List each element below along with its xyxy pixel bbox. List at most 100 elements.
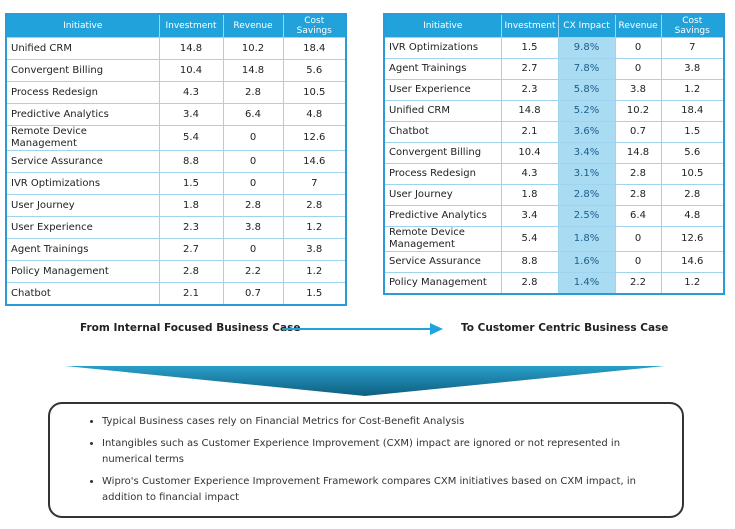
table-row: Service Assurance 8.8 1.6% 0 14.6 — [383, 251, 725, 273]
initiative-cell: Agent Trainings — [383, 58, 502, 80]
value-cell: 1.8 — [500, 184, 559, 206]
value-cell: 1.8% — [557, 226, 616, 252]
value-cell: 4.8 — [660, 205, 725, 227]
value-cell: 2.8 — [282, 194, 347, 217]
value-cell: 0 — [614, 37, 662, 59]
value-cell: 8.8 — [500, 251, 559, 273]
value-cell: 4.8 — [282, 103, 347, 126]
table-row: Service Assurance 8.8 0 14.6 — [5, 150, 347, 173]
value-cell: 2.1 — [158, 282, 224, 306]
value-cell: 5.4 — [158, 125, 224, 151]
value-cell: 4.3 — [158, 81, 224, 104]
value-cell: 2.7 — [158, 238, 224, 261]
initiative-cell: Predictive Analytics — [383, 205, 502, 227]
header-cell: CX Impact — [557, 13, 616, 38]
initiative-cell: Predictive Analytics — [5, 103, 160, 126]
header-cell: Investment — [158, 13, 224, 38]
value-cell: 6.4 — [222, 103, 284, 126]
table-row: Predictive Analytics 3.4 6.4 4.8 — [5, 103, 347, 126]
table-row: Agent Trainings 2.7 7.8% 0 3.8 — [383, 58, 725, 80]
table-row: Predictive Analytics 3.4 2.5% 6.4 4.8 — [383, 205, 725, 227]
value-cell: 6.4 — [614, 205, 662, 227]
value-cell: 1.2 — [282, 216, 347, 239]
initiative-cell: User Journey — [5, 194, 160, 217]
header-cell: Initiative — [383, 13, 502, 38]
value-cell: 2.2 — [222, 260, 284, 283]
initiative-cell: Convergent Billing — [5, 59, 160, 82]
value-cell: 2.8 — [222, 81, 284, 104]
value-cell: 10.5 — [660, 163, 725, 185]
value-cell: 3.4 — [158, 103, 224, 126]
value-cell: 0.7 — [222, 282, 284, 306]
value-cell: 3.8 — [614, 79, 662, 101]
value-cell: 10.2 — [222, 37, 284, 60]
value-cell: 2.1 — [500, 121, 559, 143]
value-cell: 2.8 — [614, 163, 662, 185]
header-cell: Cost Savings — [282, 13, 347, 38]
header-cell: Investment — [500, 13, 559, 38]
value-cell: 3.8 — [660, 58, 725, 80]
table-row: Process Redesign 4.3 3.1% 2.8 10.5 — [383, 163, 725, 185]
value-cell: 14.8 — [500, 100, 559, 122]
value-cell: 0 — [222, 238, 284, 261]
flow-from: From Internal Focused Business Case — [80, 322, 301, 334]
initiative-cell: IVR Optimizations — [5, 172, 160, 195]
value-cell: 0 — [222, 125, 284, 151]
table-row: Process Redesign 4.3 2.8 10.5 — [5, 81, 347, 104]
value-cell: 18.4 — [282, 37, 347, 60]
initiative-cell: Policy Management — [5, 260, 160, 283]
value-cell: 7 — [660, 37, 725, 59]
initiative-cell: IVR Optimizations — [383, 37, 502, 59]
value-cell: 1.2 — [282, 260, 347, 283]
initiative-cell: Service Assurance — [5, 150, 160, 173]
value-cell: 1.2 — [660, 272, 725, 295]
header-cell: Revenue — [222, 13, 284, 38]
summary-box: Typical Business cases rely on Financial… — [48, 402, 684, 518]
initiative-cell: Policy Management — [383, 272, 502, 295]
flow-arrow-head — [430, 323, 443, 335]
value-cell: 1.5 — [158, 172, 224, 195]
value-cell: 12.6 — [660, 226, 725, 252]
value-cell: 1.5 — [282, 282, 347, 306]
value-cell: 2.8 — [500, 272, 559, 295]
value-cell: 14.8 — [158, 37, 224, 60]
value-cell: 5.6 — [660, 142, 725, 164]
initiative-cell: User Journey — [383, 184, 502, 206]
header-row: Initiative Investment Revenue Cost Savings — [5, 13, 347, 38]
value-cell: 2.3 — [500, 79, 559, 101]
initiative-cell: User Experience — [383, 79, 502, 101]
value-cell: 2.2 — [614, 272, 662, 295]
table-row: User Journey 1.8 2.8% 2.8 2.8 — [383, 184, 725, 206]
bullet: Wipro's Customer Experience Improvement … — [102, 474, 662, 506]
initiative-cell: Convergent Billing — [383, 142, 502, 164]
table-row: Chatbot 2.1 0.7 1.5 — [5, 282, 347, 306]
value-cell: 1.5 — [660, 121, 725, 143]
initiative-cell: Process Redesign — [383, 163, 502, 185]
table-row: User Journey 1.8 2.8 2.8 — [5, 194, 347, 217]
table-row: IVR Optimizations 1.5 0 7 — [5, 172, 347, 195]
table-row: Convergent Billing 10.4 3.4% 14.8 5.6 — [383, 142, 725, 164]
value-cell: 2.8 — [614, 184, 662, 206]
value-cell: 10.4 — [158, 59, 224, 82]
value-cell: 0 — [222, 172, 284, 195]
initiative-cell: Remote Device Management — [5, 125, 160, 151]
table-row: Remote Device Management 5.4 0 12.6 — [5, 125, 347, 151]
value-cell: 8.8 — [158, 150, 224, 173]
value-cell: 12.6 — [282, 125, 347, 151]
value-cell: 3.4 — [500, 205, 559, 227]
table-row: Unified CRM 14.8 10.2 18.4 — [5, 37, 347, 60]
initiative-cell: Remote Device Management — [383, 226, 502, 252]
value-cell: 10.2 — [614, 100, 662, 122]
customer-table: Initiative Investment CX Impact Revenue Cost… — [383, 13, 725, 295]
value-cell: 2.3 — [158, 216, 224, 239]
value-cell: 14.8 — [614, 142, 662, 164]
value-cell: 10.4 — [500, 142, 559, 164]
table-row: Remote Device Management 5.4 1.8% 0 12.6 — [383, 226, 725, 252]
value-cell: 3.8 — [222, 216, 284, 239]
value-cell: 1.2 — [660, 79, 725, 101]
table-row: Agent Trainings 2.7 0 3.8 — [5, 238, 347, 261]
initiative-cell: Chatbot — [383, 121, 502, 143]
value-cell: 0 — [222, 150, 284, 173]
initiative-cell: Unified CRM — [5, 37, 160, 60]
initiative-cell: Process Redesign — [5, 81, 160, 104]
